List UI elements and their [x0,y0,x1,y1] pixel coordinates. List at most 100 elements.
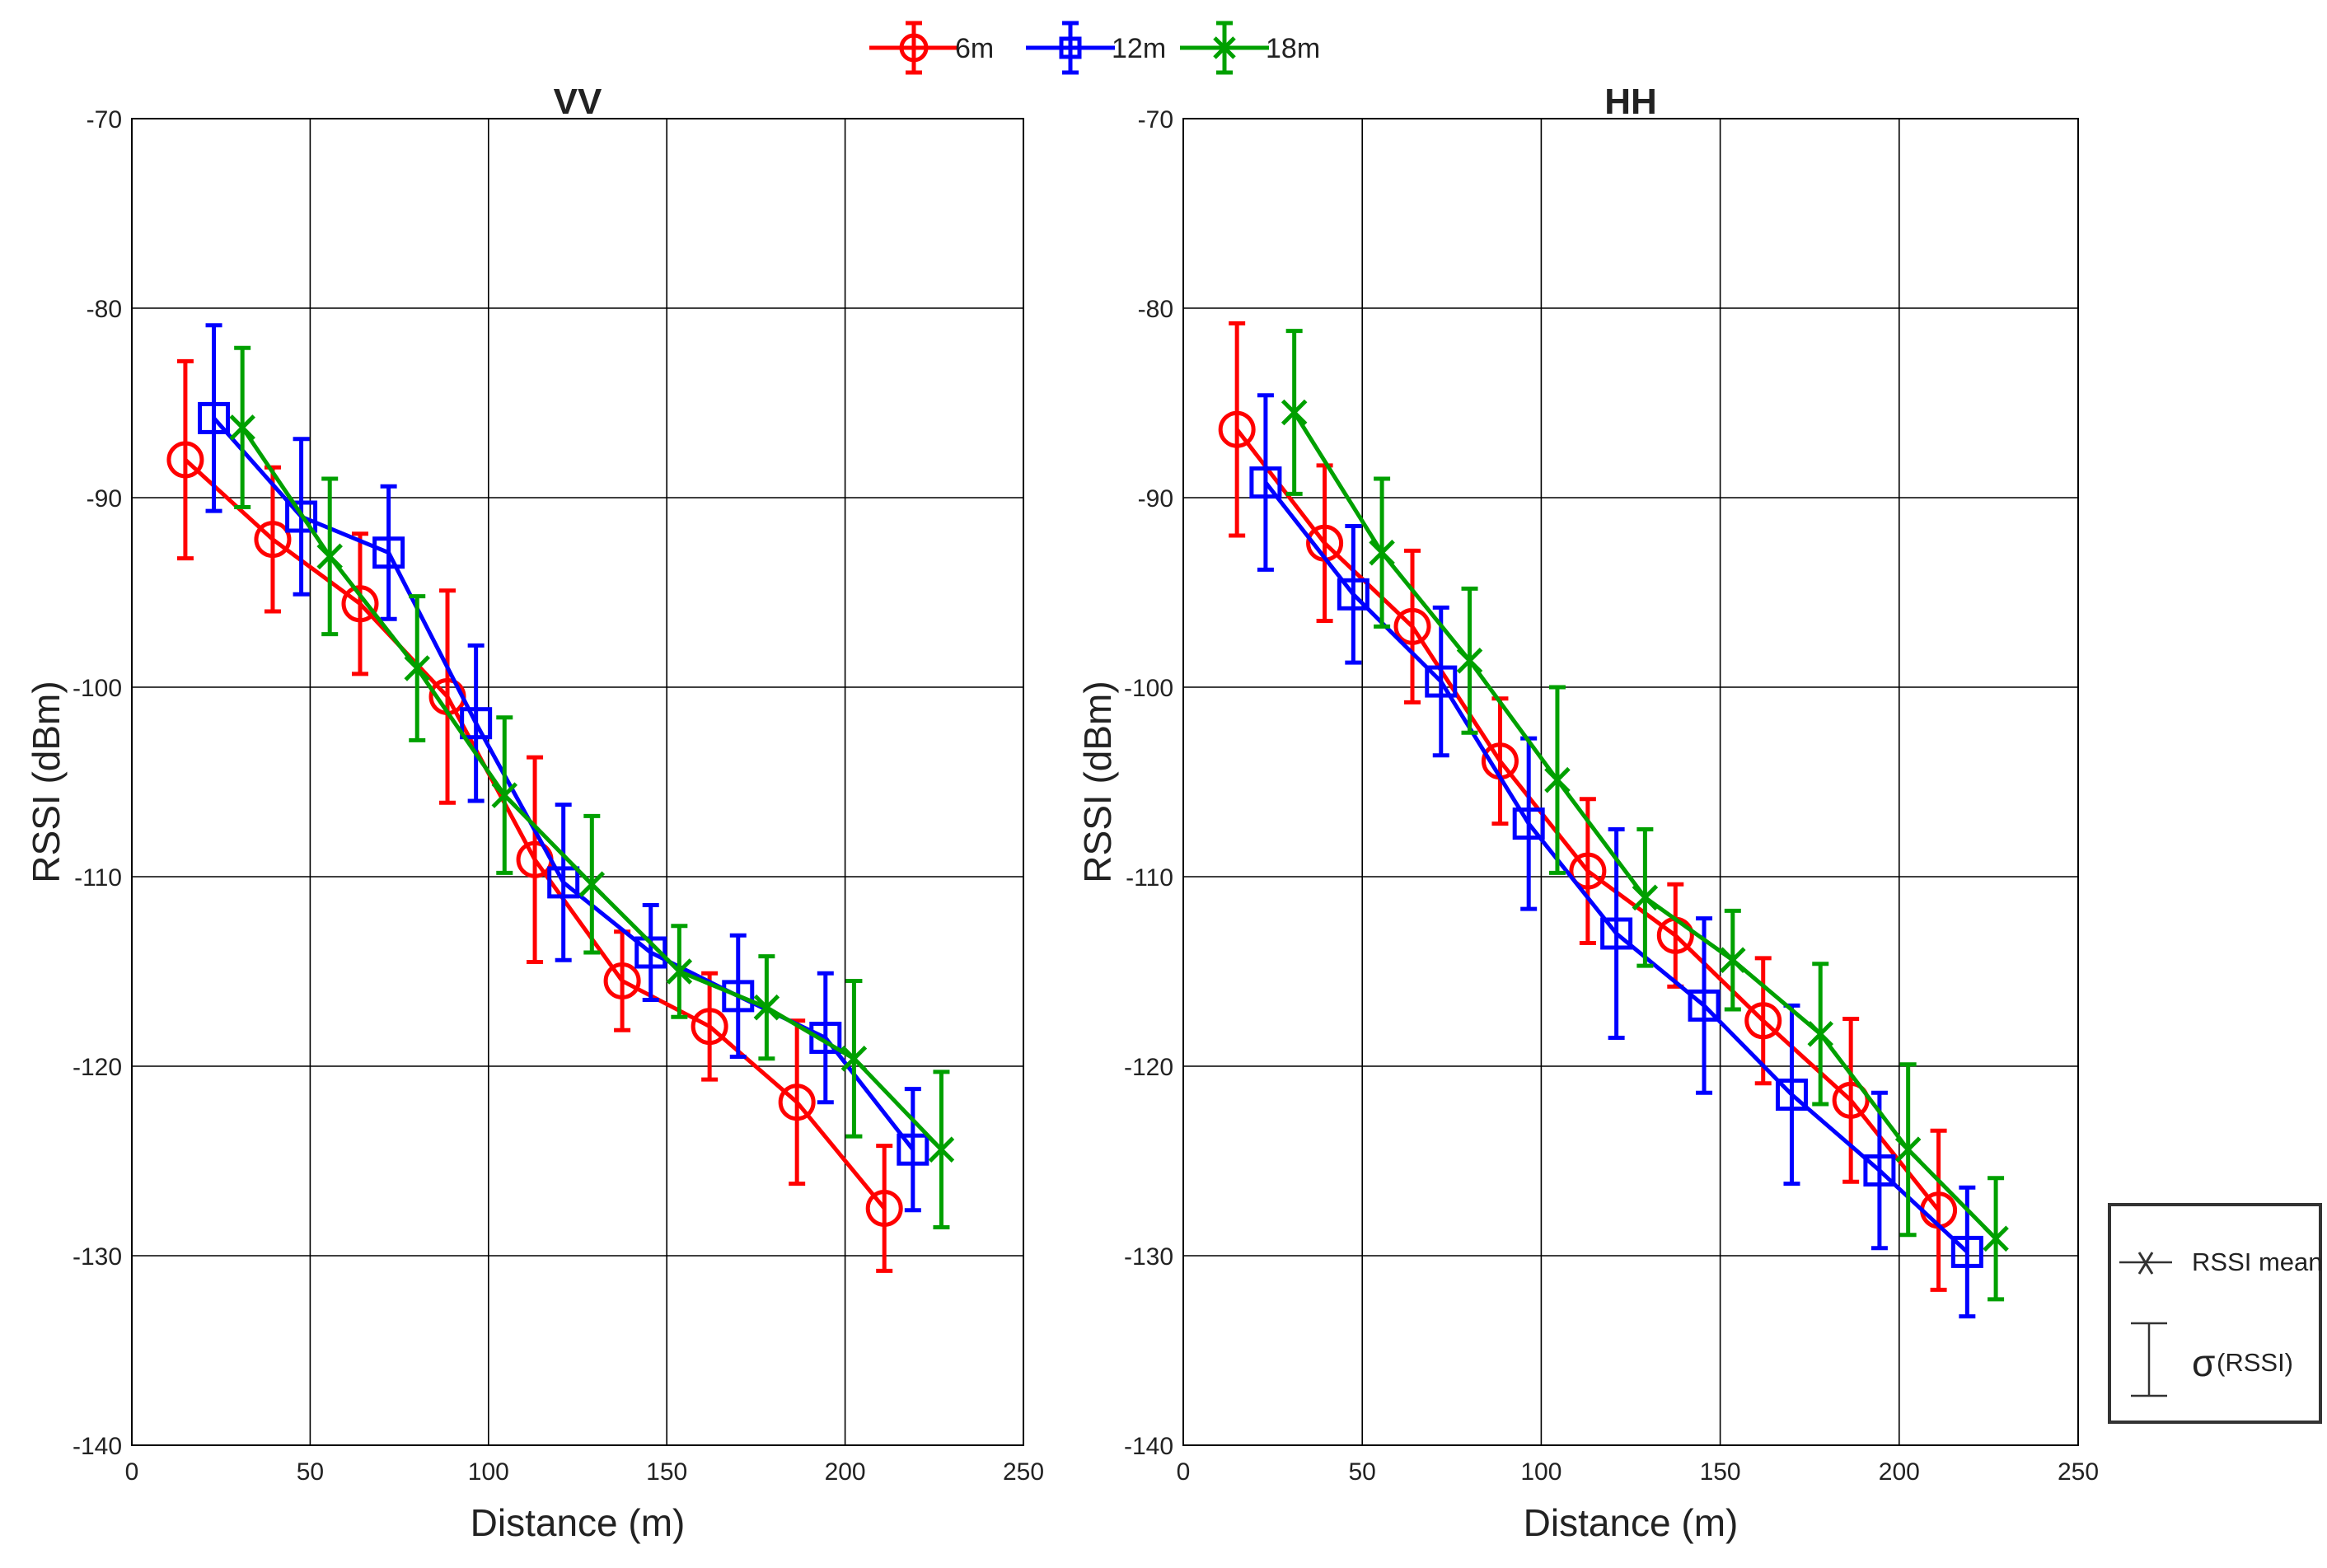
y-tick-label: -140 [1124,1433,1173,1460]
x-tick-label: 250 [2058,1458,2099,1486]
data-point-6m [1744,1002,1782,1040]
y-axis-label: RSSI (dBm) [25,681,68,882]
legend-item-12m: 12m [1026,21,1166,75]
marker-key-box: RSSI mean σ (RSSI) [2108,1203,2323,1424]
data-point-18m [1807,1021,1833,1047]
data-point-12m [1950,1235,1983,1268]
legend-label: 12m [1112,33,1166,64]
x-tick-label: 100 [468,1458,509,1486]
panel-title: VV [554,82,602,122]
x-tick-label: 200 [825,1458,866,1486]
plot-area [132,119,1023,1445]
data-point-18m [404,655,431,681]
data-point-12m [1512,807,1545,840]
data-point-18m [1720,947,1746,973]
y-tick-label: -140 [73,1433,122,1460]
data-point-18m [1456,648,1483,674]
panel-title: HH [1604,82,1657,122]
y-tick-label: -120 [73,1054,122,1081]
legend-marker [899,33,929,63]
data-point-6m [1218,410,1256,448]
y-tick-label: -110 [1126,864,1173,892]
hh-panel: 0 50 100 150 200 250 -140 -130 -120 -110 -100 -90 -8… [1076,82,2099,1544]
data-point-12m [198,401,231,434]
data-point-6m [603,962,641,999]
x-tick-label: 0 [1177,1458,1191,1486]
data-point-12m [460,707,493,740]
data-point-6m [254,521,292,559]
y-tick-label: -70 [87,106,122,133]
plot-area [1183,119,2078,1445]
legend-label: 6m [955,33,994,64]
x-tick-label: 150 [646,1458,687,1486]
y-tick-label: -80 [1138,296,1173,323]
series-18m [1281,329,2009,1302]
data-point-12m [1775,1079,1808,1111]
data-point-12m [1863,1154,1896,1187]
data-point-18m [491,782,518,808]
data-point-12m [809,1022,842,1054]
x-tick-label: 50 [297,1458,324,1486]
x-axis-label: Distance (m) [471,1501,686,1544]
y-tick-label: -130 [73,1243,122,1271]
legend-item-18m: 18m [1180,21,1320,75]
data-point-18m [1894,1136,1922,1163]
legend-label: 18m [1266,33,1320,64]
series-18m [229,345,955,1229]
data-point-18m [1544,766,1571,793]
legend-item-6m: 6m [869,21,994,75]
data-point-12m [1425,665,1458,698]
x-tick-label: 150 [1700,1458,1741,1486]
data-point-12m [547,866,580,899]
y-tick-label: -90 [87,485,122,513]
data-point-18m [1369,539,1395,566]
series-6m [166,358,903,1273]
data-point-12m [1600,917,1633,950]
vv-panel: 0 50 100 150 200 250 -140 -130 -120 -110 -100 -90 -8… [25,82,1044,1544]
data-point-18m [753,994,780,1021]
x-tick-label: 50 [1349,1458,1376,1486]
plot-frame [1182,118,2079,1446]
legend-marker [1213,36,1236,59]
x-axis-label: Distance (m) [1524,1501,1739,1544]
key-box-frame [2108,1203,2322,1424]
data-point-12m [1249,466,1282,499]
y-tick-label: -80 [87,296,122,323]
data-point-6m [778,1084,816,1121]
data-point-18m [229,414,255,441]
y-tick-label: -130 [1124,1243,1173,1271]
data-point-6m [1393,607,1431,645]
data-point-18m [666,958,693,985]
data-point-6m [691,1008,728,1046]
data-point-18m [1281,399,1308,426]
data-point-18m [316,543,343,570]
data-point-12m [722,980,755,1013]
y-tick-label: -110 [74,864,122,892]
key-sigma-symbol: σ [2192,1341,2215,1384]
key-mean-label: RSSI mean [2192,1247,2323,1276]
data-point-6m [166,441,204,479]
series-legend: 6m 12m 18m [869,21,1320,75]
legend-marker [1059,36,1082,59]
data-point-18m [840,1046,868,1072]
x-tick-label: 0 [125,1458,139,1486]
data-point-6m [1832,1081,1870,1119]
data-point-6m [1569,852,1607,890]
x-tick-label: 200 [1879,1458,1920,1486]
data-point-6m [865,1190,903,1227]
plot-frame [131,118,1024,1446]
y-tick-label: -100 [1124,675,1173,702]
data-point-12m [1337,578,1370,611]
data-point-18m [578,871,606,897]
data-point-12m [897,1133,929,1166]
x-tick-label: 100 [1520,1458,1561,1486]
key-sigma-label: (RSSI) [2217,1348,2293,1377]
data-point-12m [372,536,405,569]
data-point-18m [1632,884,1659,911]
data-point-12m [634,936,667,969]
data-point-12m [1688,989,1721,1022]
y-axis-label: RSSI (dBm) [1076,681,1119,882]
data-point-12m [285,500,318,533]
x-tick-label: 250 [1003,1458,1044,1486]
